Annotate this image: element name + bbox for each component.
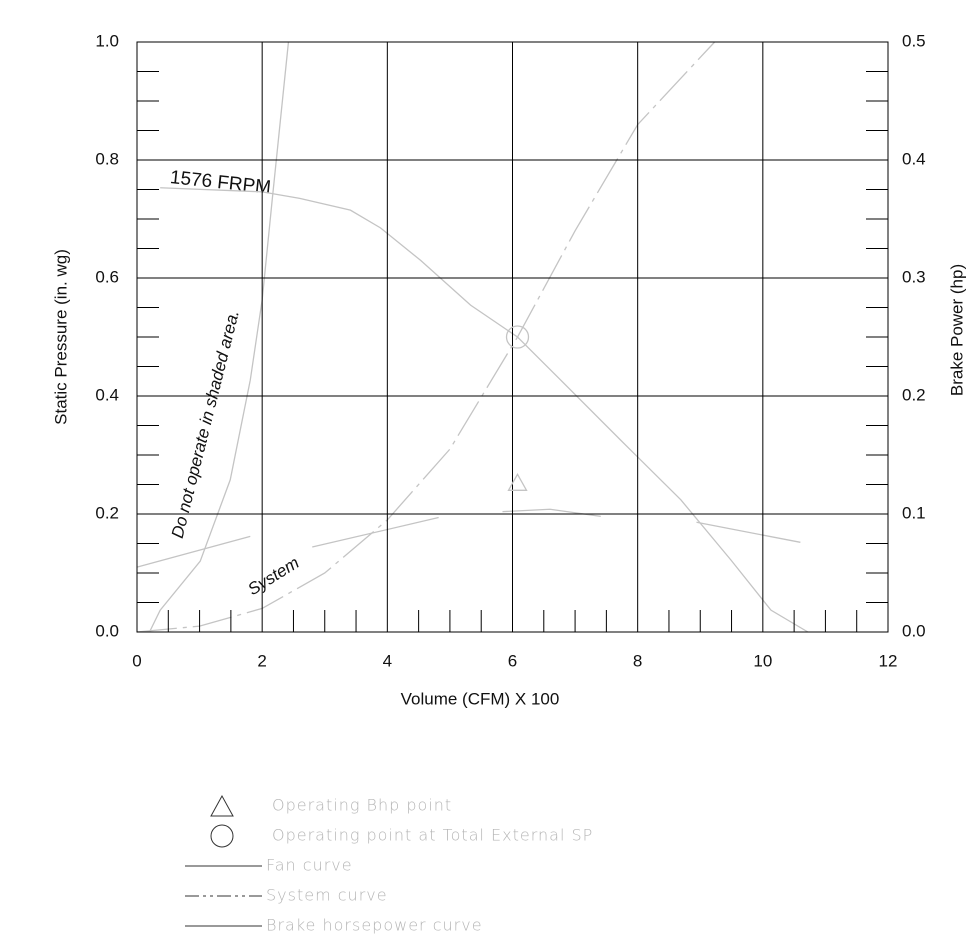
y2-tick-label: 0.4: [902, 149, 926, 168]
x-axis-label: Volume (CFM) X 100: [401, 689, 560, 708]
legend-label: System curve: [266, 886, 388, 905]
legend-label: Operating Bhp point: [272, 796, 452, 815]
curve: [136, 508, 801, 568]
legend-label: Operating point at Total External SP: [272, 826, 593, 845]
operating-point: [505, 325, 530, 349]
y2-axis-label: Brake Power (hp): [947, 264, 966, 396]
y2-tick-label: 0.1: [902, 503, 926, 522]
y2-tick-label: 0.3: [902, 267, 926, 286]
curve: [160, 187, 809, 633]
x-tick-label: 4: [383, 651, 392, 670]
legend-label: Fan curve: [266, 856, 353, 875]
y2-tick-label: 0.2: [902, 385, 926, 404]
y-axis-label: Static Pressure (in. wg): [51, 249, 70, 425]
y-tick-label: 0.4: [95, 385, 119, 404]
y-tick-label: 1.0: [95, 31, 119, 50]
legend-label: Brake horsepower curve: [266, 916, 483, 935]
y2-tick-label: 0.0: [902, 621, 926, 640]
y-tick-label: 0.0: [95, 621, 119, 640]
y-tick-label: 0.8: [95, 149, 119, 168]
x-tick-label: 8: [633, 651, 642, 670]
x-tick-label: 6: [508, 651, 517, 670]
curve: [148, 41, 290, 633]
annotation: Do not operate in shaded area.: [168, 308, 243, 540]
operating-bhp: [507, 472, 528, 491]
x-tick-label: 0: [132, 651, 141, 670]
x-tick-label: 12: [879, 651, 898, 670]
x-tick-label: 10: [753, 651, 772, 670]
annotation: 1576 FRPM: [169, 167, 272, 198]
legend-circle: [210, 824, 234, 848]
y-tick-label: 0.6: [95, 267, 119, 286]
legend-triangle: [210, 794, 234, 817]
x-tick-label: 2: [257, 651, 266, 670]
annotation: System: [244, 553, 302, 599]
plot-frame: [136, 41, 889, 633]
y2-tick-label: 0.5: [902, 31, 926, 50]
y-tick-label: 0.2: [95, 503, 119, 522]
